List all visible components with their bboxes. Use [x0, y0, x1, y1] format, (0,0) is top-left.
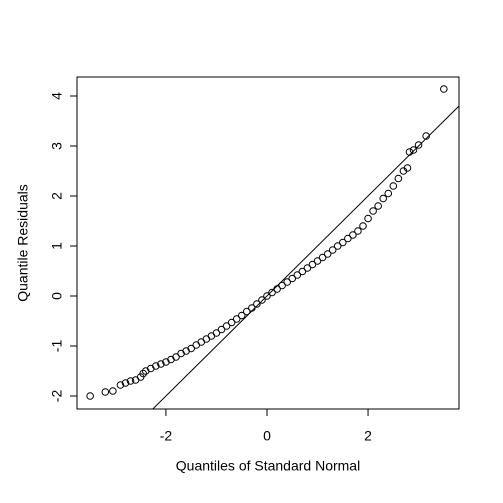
point: [268, 288, 276, 297]
point: [217, 325, 226, 334]
point: [222, 322, 231, 330]
point: [313, 257, 322, 265]
point: [116, 381, 125, 389]
point: [293, 271, 302, 279]
point: [364, 214, 372, 223]
x-tick-label: 2: [364, 428, 372, 444]
point: [409, 146, 418, 154]
point: [288, 274, 297, 283]
point: [384, 189, 393, 198]
point: [323, 250, 332, 258]
point: [328, 246, 337, 254]
point: [344, 234, 352, 243]
y-tick-label: 4: [49, 92, 65, 100]
point: [278, 281, 286, 290]
point: [242, 307, 251, 316]
point: [354, 227, 362, 235]
point: [121, 379, 130, 387]
y-tick-label: -1: [49, 340, 65, 353]
point: [232, 315, 241, 323]
point: [333, 242, 342, 250]
y-tick-label: 0: [49, 292, 65, 300]
x-tick-label: -2: [160, 428, 173, 444]
point: [369, 207, 377, 215]
point: [422, 132, 430, 140]
point: [248, 304, 256, 312]
point: [414, 141, 423, 149]
point: [394, 174, 403, 183]
point: [338, 238, 347, 247]
y-tick-label: -2: [49, 390, 65, 403]
point: [263, 292, 271, 300]
point: [349, 231, 357, 239]
point: [109, 387, 117, 395]
point: [237, 311, 246, 320]
point: [86, 392, 94, 400]
point: [403, 164, 412, 172]
point: [152, 362, 160, 370]
point: [359, 222, 367, 230]
point: [440, 85, 448, 93]
point: [172, 353, 180, 361]
point: [139, 369, 147, 378]
point: [308, 260, 317, 269]
y-tick-label: 1: [49, 242, 65, 250]
point: [212, 329, 221, 337]
point: [253, 300, 261, 308]
point: [318, 253, 327, 262]
y-tick-label: 2: [49, 192, 65, 200]
point: [283, 278, 292, 286]
point: [389, 182, 398, 190]
point: [374, 202, 382, 210]
y-axis-label: Quantile Residuals: [15, 184, 31, 302]
y-tick-label: 3: [49, 142, 65, 150]
point: [126, 377, 135, 385]
point: [379, 194, 388, 203]
point: [405, 148, 414, 156]
reference-line: [152, 105, 459, 409]
x-tick-label: 0: [263, 428, 271, 444]
point: [273, 285, 281, 293]
point: [157, 360, 165, 368]
point: [101, 388, 110, 396]
point: [258, 296, 266, 304]
point: [298, 267, 307, 276]
point: [303, 264, 312, 272]
point: [187, 344, 195, 353]
x-axis-label: Quantiles of Standard Normal: [176, 458, 360, 474]
point: [227, 318, 236, 327]
